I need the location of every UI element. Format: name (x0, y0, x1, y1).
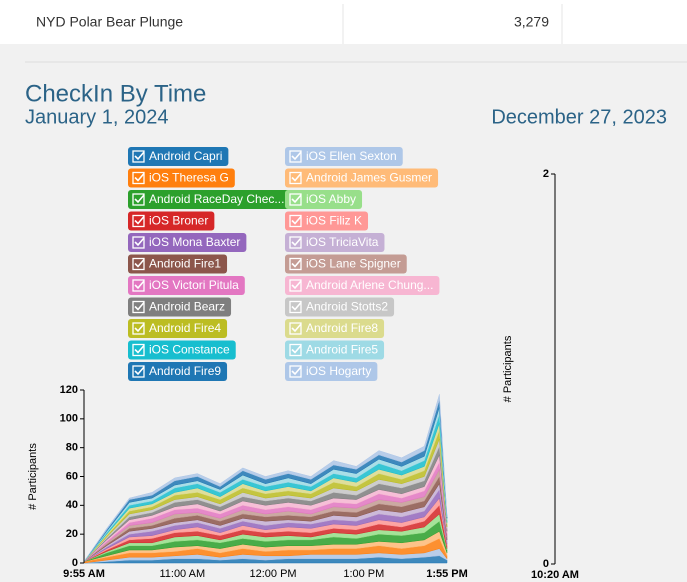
legend-item[interactable]: Android Arlene Chung... (285, 276, 439, 295)
legend-label: iOS Hogarty (306, 364, 371, 378)
legend-label: iOS Constance (149, 343, 230, 357)
legend-item[interactable]: Android Stotts2 (285, 298, 394, 317)
chart-title: December 27, 2023 (491, 106, 667, 128)
legend-item[interactable]: Android James Gusmer (285, 169, 438, 188)
legend-label: Android James Gusmer (306, 171, 432, 185)
y-axis-label: # Participants (502, 335, 514, 402)
legend-item[interactable]: Android Fire1 (128, 255, 227, 274)
y-tick-label: 40 (66, 499, 78, 511)
legend-label: iOS Broner (149, 214, 208, 228)
x-tick-label: 9:55 AM (63, 568, 105, 580)
page: {"header": {"table_row": ["NYD Polar Bea… (0, 0, 687, 582)
legend-item[interactable]: iOS Ellen Sexton (285, 147, 403, 166)
y-tick-label: 20 (66, 528, 78, 540)
legend-item[interactable]: Android Fire8 (285, 319, 384, 338)
legend-item[interactable]: Android RaceDay Chec... (128, 190, 290, 209)
legend-label: Android Fire8 (306, 321, 378, 335)
dashboard: NYD Polar Bear Plunge 3,279 CheckIn By T… (0, 0, 687, 582)
legend-label: Android Fire9 (149, 364, 221, 378)
legend-label: Android Capri (149, 149, 222, 163)
legend-label: Android Fire1 (149, 257, 221, 271)
legend-label: Android Bearz (149, 300, 225, 314)
table-cell: NYD Polar Bear Plunge (36, 14, 183, 30)
x-tick-label: 1:55 PM (426, 568, 468, 580)
legend-item[interactable]: iOS Broner (128, 212, 214, 231)
legend-label: Android Fire4 (149, 321, 221, 335)
section-title: CheckIn By Time (25, 80, 206, 107)
legend-item[interactable]: iOS Abby (285, 190, 362, 209)
y-tick-label: 80 (66, 442, 78, 454)
x-tick-label: 10:20 AM (531, 569, 579, 581)
legend-label: Android Fire5 (306, 343, 378, 357)
legend-item[interactable]: iOS Theresa G (128, 169, 235, 188)
y-tick-label: 100 (60, 413, 78, 425)
legend-label: iOS Abby (306, 192, 356, 206)
legend-item[interactable]: Android Capri (128, 147, 228, 166)
legend-label: iOS Theresa G (149, 171, 229, 185)
legend-item[interactable]: iOS Victori Pitula (128, 276, 245, 295)
legend-label: iOS Ellen Sexton (306, 149, 397, 163)
y-tick-label: 60 (66, 470, 78, 482)
legend-item[interactable]: iOS Mona Baxter (128, 233, 246, 252)
legend-label: Android Arlene Chung... (306, 278, 433, 292)
legend-label: iOS Mona Baxter (149, 235, 240, 249)
legend-item[interactable]: iOS Hogarty (285, 362, 377, 381)
legend-item[interactable]: Android Fire5 (285, 341, 384, 360)
legend-label: iOS Lane Spigner (306, 257, 401, 271)
x-tick-label: 12:00 PM (250, 568, 297, 580)
legend-item[interactable]: iOS TriciaVita (285, 233, 384, 252)
x-tick-label: 1:00 PM (343, 568, 384, 580)
legend-label: iOS Victori Pitula (149, 278, 239, 292)
legend-item[interactable]: Android Bearz (128, 298, 231, 317)
y-tick-label: 120 (60, 384, 78, 396)
legend-label: iOS TriciaVita (306, 235, 379, 249)
legend-item[interactable]: iOS Constance (128, 341, 236, 360)
y-axis-label: # Participants (27, 443, 39, 510)
chart-title: January 1, 2024 (25, 106, 168, 128)
legend-item[interactable]: Android Fire9 (128, 362, 227, 381)
legend-item[interactable]: iOS Lane Spigner (285, 255, 407, 274)
table-cell: 3,279 (514, 14, 549, 30)
legend-label: iOS Filiz K (306, 214, 362, 228)
y-tick-label: 2 (543, 168, 549, 180)
legend-label: Android RaceDay Chec... (149, 192, 284, 206)
x-tick-label: 11:00 AM (159, 568, 205, 580)
legend-item[interactable]: iOS Filiz K (285, 212, 368, 231)
legend-label: Android Stotts2 (306, 300, 388, 314)
legend-item[interactable]: Android Fire4 (128, 319, 227, 338)
